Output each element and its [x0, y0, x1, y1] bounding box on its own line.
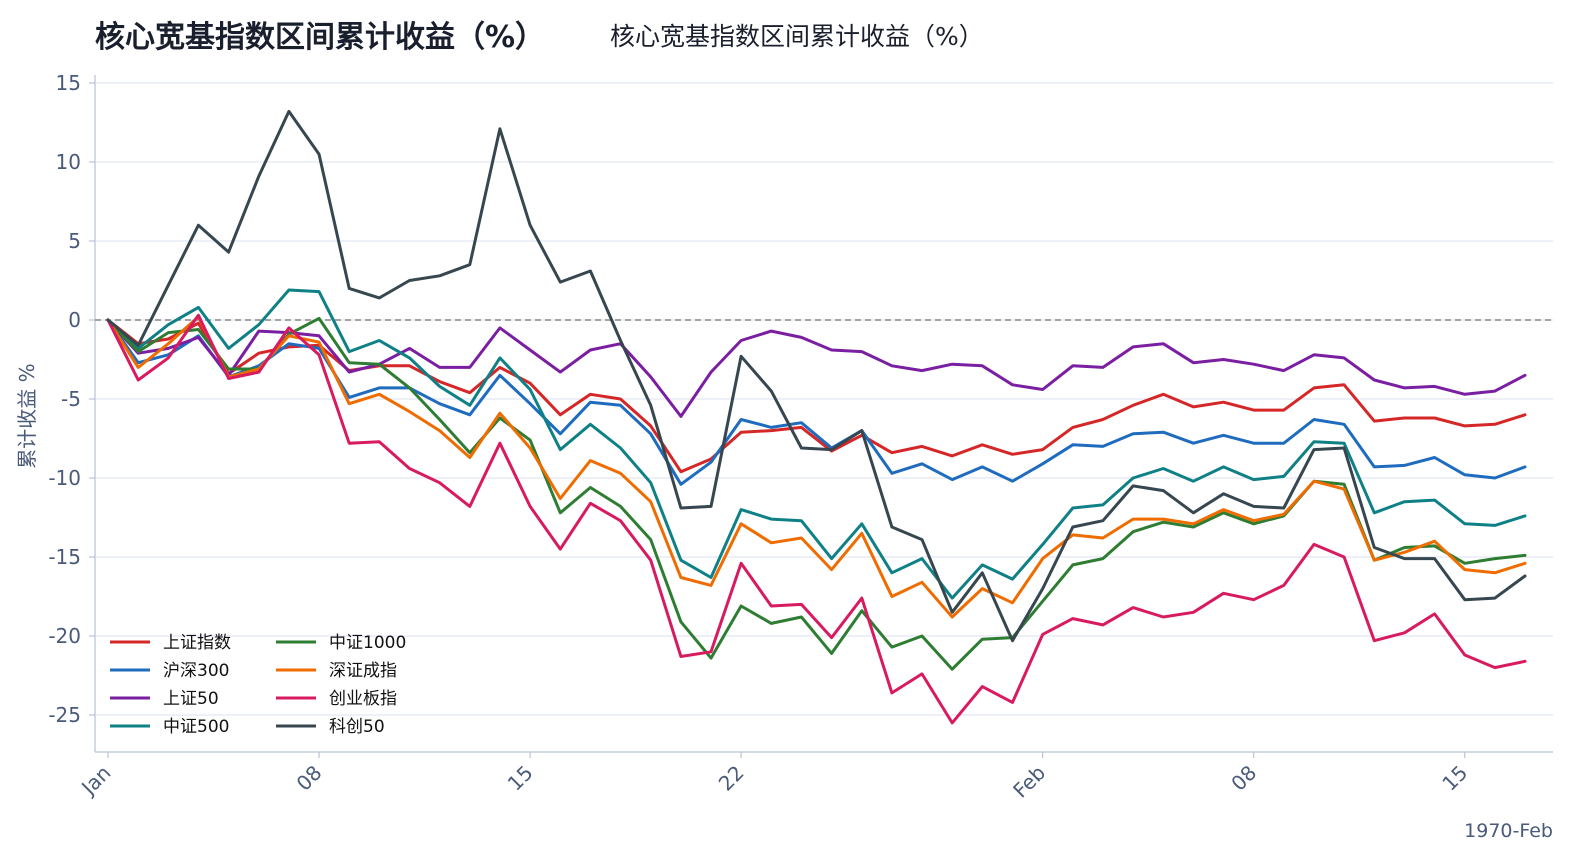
- period-label: 1970-Feb: [1464, 820, 1553, 842]
- legend-label: 创业板指: [329, 689, 397, 709]
- x-tick-label: Feb: [1008, 761, 1050, 803]
- y-tick-label: -15: [48, 545, 81, 569]
- series-line: [106, 318, 1527, 486]
- legend-label: 中证1000: [329, 633, 406, 653]
- series-line: [106, 318, 1527, 418]
- axes: 15 10 5 0 -5 -10 -15 -20 -25 Jan 08 15 22 Feb 08 15: [48, 71, 1553, 803]
- chart-title: 核心宽基指数区间累计收益（%）: [95, 20, 546, 55]
- y-tick-label: 5: [68, 229, 81, 253]
- x-tick-label: 15: [503, 761, 538, 796]
- y-tick-label: -5: [61, 387, 81, 411]
- legend-label: 深证成指: [329, 661, 397, 681]
- series-line: [106, 316, 1527, 671]
- series-line: [106, 288, 1527, 600]
- series-line: [106, 109, 1527, 643]
- gridlines: [95, 82, 1553, 716]
- x-tick-label: Jan: [75, 761, 115, 801]
- legend-label: 科创50: [329, 717, 385, 737]
- x-tick-label: 08: [1226, 761, 1261, 796]
- x-tick-label: 08: [292, 761, 327, 796]
- series-line: [106, 315, 1527, 619]
- legend-label: 上证指数: [163, 633, 231, 653]
- series-lines: [106, 109, 1527, 725]
- x-tick-label: 22: [714, 761, 749, 796]
- y-tick-label: 10: [56, 150, 81, 174]
- x-tick-label: 15: [1437, 761, 1472, 796]
- y-tick-label: -10: [48, 466, 81, 490]
- y-tick-label: 0: [68, 308, 81, 332]
- legend-label: 中证500: [163, 717, 229, 737]
- chart-subtitle: 核心宽基指数区间累计收益（%）: [610, 22, 984, 51]
- y-tick-label: 15: [56, 71, 81, 95]
- y-tick-label: -20: [48, 624, 81, 648]
- legend-label: 沪深300: [163, 661, 229, 681]
- legend-label: 上证50: [163, 689, 219, 709]
- series-line: [106, 313, 1527, 725]
- y-axis-label: 累计收益 %: [15, 363, 39, 468]
- y-tick-label: -25: [48, 703, 81, 727]
